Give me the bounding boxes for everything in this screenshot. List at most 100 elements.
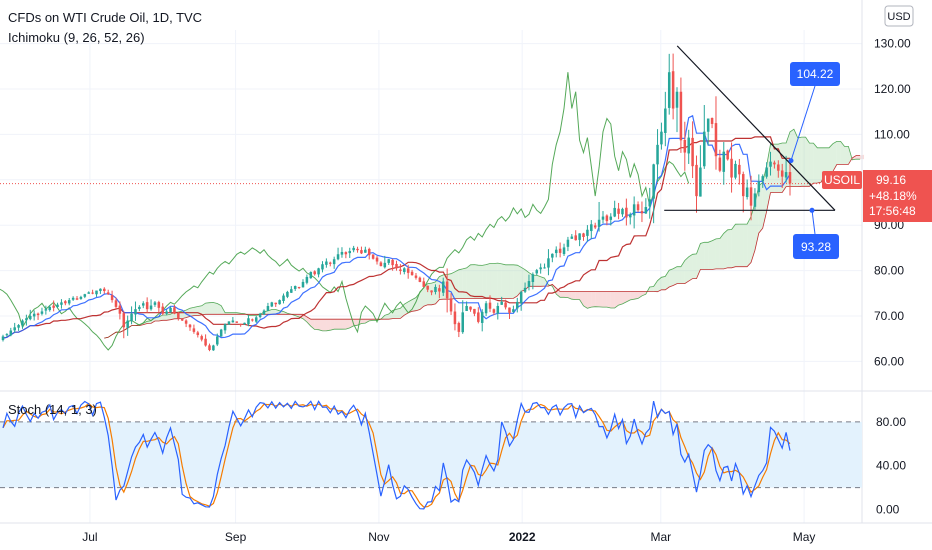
candle-body xyxy=(480,311,484,323)
candle-body xyxy=(227,321,231,325)
time-tick-label: Jul xyxy=(82,530,97,544)
cloud-segment xyxy=(626,291,631,302)
candle-body xyxy=(492,309,496,313)
cloud-segment xyxy=(353,319,358,326)
time-tick-label: 2022 xyxy=(509,530,536,544)
price-tick-label: 110.00 xyxy=(874,127,910,141)
cloud-segment xyxy=(217,303,222,315)
cloud-segment xyxy=(844,146,849,165)
cloud-segment xyxy=(762,165,767,229)
time-scale[interactable]: Jul Sep Nov 2022 Mar May xyxy=(82,530,815,544)
candle-body xyxy=(508,307,511,313)
candle-body xyxy=(679,91,683,141)
cloud-segment xyxy=(852,155,857,160)
stoch-legend[interactable]: Stoch (14, 1, 3) xyxy=(8,402,97,417)
candle-body xyxy=(667,72,671,108)
lower-label-anchor xyxy=(809,207,815,213)
candle-body xyxy=(718,157,722,171)
triangle-pattern[interactable] xyxy=(664,45,836,235)
candle-body xyxy=(340,251,344,255)
candle-body xyxy=(188,324,192,328)
upper-price-callout[interactable]: 104.22 xyxy=(790,62,840,86)
candle-body xyxy=(79,296,83,299)
candle-body xyxy=(360,250,363,254)
candle-body xyxy=(177,312,180,319)
candle-body xyxy=(367,248,371,256)
candle-body xyxy=(430,290,433,293)
candle-body xyxy=(648,199,652,207)
triangle-upper-trendline[interactable] xyxy=(676,45,836,211)
candle-body xyxy=(25,318,28,321)
candle-body xyxy=(788,172,792,184)
cloud-segment xyxy=(723,229,728,269)
candle-body xyxy=(383,262,387,268)
candle-body xyxy=(488,302,492,309)
candle-body xyxy=(574,235,577,241)
cloud-segment xyxy=(797,137,802,187)
candle-body xyxy=(660,131,663,145)
candle-body xyxy=(519,291,523,304)
candle-body xyxy=(83,294,87,297)
cloud-segment xyxy=(190,307,194,317)
candle-body xyxy=(5,334,9,336)
candle-body xyxy=(438,288,441,292)
candle-body xyxy=(516,301,519,309)
candle-body xyxy=(531,274,535,283)
chart-title[interactable]: CFDs on WTI Crude Oil, 1D, TVC xyxy=(8,10,202,25)
stoch-scale[interactable]: 80.00 40.00 0.00 xyxy=(876,415,906,517)
candle-body xyxy=(161,306,164,314)
cloud-segment xyxy=(314,319,319,330)
cloud-segment xyxy=(747,216,752,267)
cloud-segment xyxy=(493,263,498,299)
cloud-segment xyxy=(388,310,393,320)
candle-body xyxy=(387,259,390,263)
candle-body xyxy=(87,292,90,294)
candle-body xyxy=(671,71,675,109)
candle-body xyxy=(527,281,531,287)
indicator-legend[interactable]: Ichimoku (9, 26, 52, 26) xyxy=(8,30,145,45)
candle-body xyxy=(434,286,437,292)
symbol-badge-text: USOIL xyxy=(824,173,860,187)
cloud-segment xyxy=(832,141,837,172)
candlestick-series[interactable] xyxy=(1,53,792,352)
cloud-segment xyxy=(470,264,475,299)
candle-body xyxy=(578,233,581,240)
candle-body xyxy=(231,320,235,323)
cloud-segment xyxy=(318,319,323,331)
price-tick-label: 130.00 xyxy=(874,37,911,51)
candle-body xyxy=(356,248,359,251)
candle-body xyxy=(629,214,632,218)
last-price-value: 99.16 xyxy=(876,173,906,187)
candle-body xyxy=(636,204,640,211)
stoch-k-line xyxy=(2,400,791,510)
candle-body xyxy=(270,302,274,307)
candle-body xyxy=(64,301,67,304)
candle-body xyxy=(403,268,406,272)
cloud-segment xyxy=(560,291,565,298)
cloud-segment xyxy=(396,308,401,319)
lower-price-callout[interactable]: 93.28 xyxy=(793,234,839,259)
candle-body xyxy=(274,302,277,305)
currency-label: USD xyxy=(887,11,910,23)
cloud-segment xyxy=(793,129,798,187)
candle-body xyxy=(687,137,690,154)
candle-body xyxy=(535,270,539,274)
cloud-segment xyxy=(334,319,339,330)
candle-body xyxy=(504,302,507,308)
candle-body xyxy=(352,247,355,251)
candle-body xyxy=(344,252,348,255)
candle-body xyxy=(95,290,98,295)
candle-body xyxy=(395,263,398,269)
candle-body xyxy=(543,267,546,269)
lagging-span-line xyxy=(0,72,690,351)
candle-body xyxy=(414,275,418,278)
currency-button[interactable]: USD xyxy=(884,5,914,27)
cloud-segment xyxy=(591,291,596,308)
cloud-segment xyxy=(641,291,646,296)
bar-countdown: 17:56:48 xyxy=(869,204,916,218)
candle-body xyxy=(500,301,503,305)
stochastic-pane[interactable]: Stoch (14, 1, 3) 80.00 40.00 0.00 xyxy=(0,400,906,517)
candle-body xyxy=(656,144,659,165)
candle-body xyxy=(32,313,36,317)
